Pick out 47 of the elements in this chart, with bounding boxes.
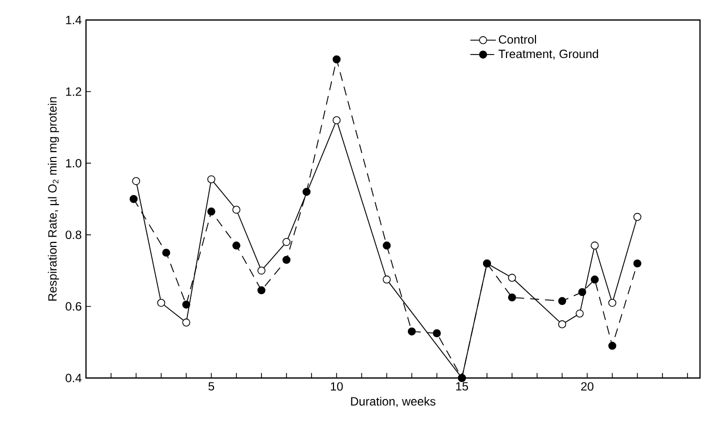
- point: [590, 242, 599, 250]
- x-axis-title: Duration, weeks: [351, 396, 436, 408]
- legend-label: Treatment, Ground: [498, 49, 598, 60]
- point: [382, 276, 391, 284]
- point: [633, 259, 642, 268]
- point: [332, 55, 341, 64]
- y-tick-label: 1.4: [66, 16, 82, 24]
- point: [590, 276, 599, 284]
- point: [332, 116, 341, 124]
- point: [633, 212, 642, 221]
- point: [207, 208, 216, 216]
- y-tick-label: 0.4: [66, 374, 82, 382]
- point: [157, 298, 166, 307]
- point: [558, 297, 566, 306]
- point: [608, 298, 616, 307]
- y-tick-label: 1.0: [66, 158, 82, 168]
- point: [257, 286, 266, 294]
- point: [132, 177, 140, 186]
- point: [558, 320, 566, 328]
- y-tick-label: 0.8: [66, 230, 82, 240]
- point: [508, 274, 516, 282]
- point: [508, 293, 516, 302]
- point: [282, 238, 290, 246]
- y-tick-label: 1.2: [66, 87, 82, 96]
- point: [432, 329, 441, 338]
- point: [608, 342, 616, 350]
- point: [576, 310, 584, 318]
- point: [162, 248, 170, 257]
- point: [257, 266, 266, 275]
- point: [302, 188, 311, 196]
- x-tick-label: 5: [208, 382, 214, 391]
- point: [232, 242, 240, 250]
- x-tick-label: 20: [581, 382, 594, 391]
- x-tick-label: 15: [456, 382, 468, 391]
- point: [232, 206, 240, 214]
- point: [130, 195, 138, 203]
- y-tick-label: 0.6: [66, 302, 82, 311]
- point: [578, 288, 586, 296]
- point: [282, 256, 290, 264]
- y-axis-title: Respiration Rate, µl O$_{2}$ min mg protein: [48, 97, 60, 301]
- point: [207, 175, 216, 184]
- point: [382, 242, 391, 250]
- point: [182, 300, 190, 309]
- point: [408, 327, 416, 336]
- point: [182, 318, 190, 326]
- legend-label: Control: [498, 34, 536, 44]
- x-tick-label: 10: [330, 382, 343, 391]
